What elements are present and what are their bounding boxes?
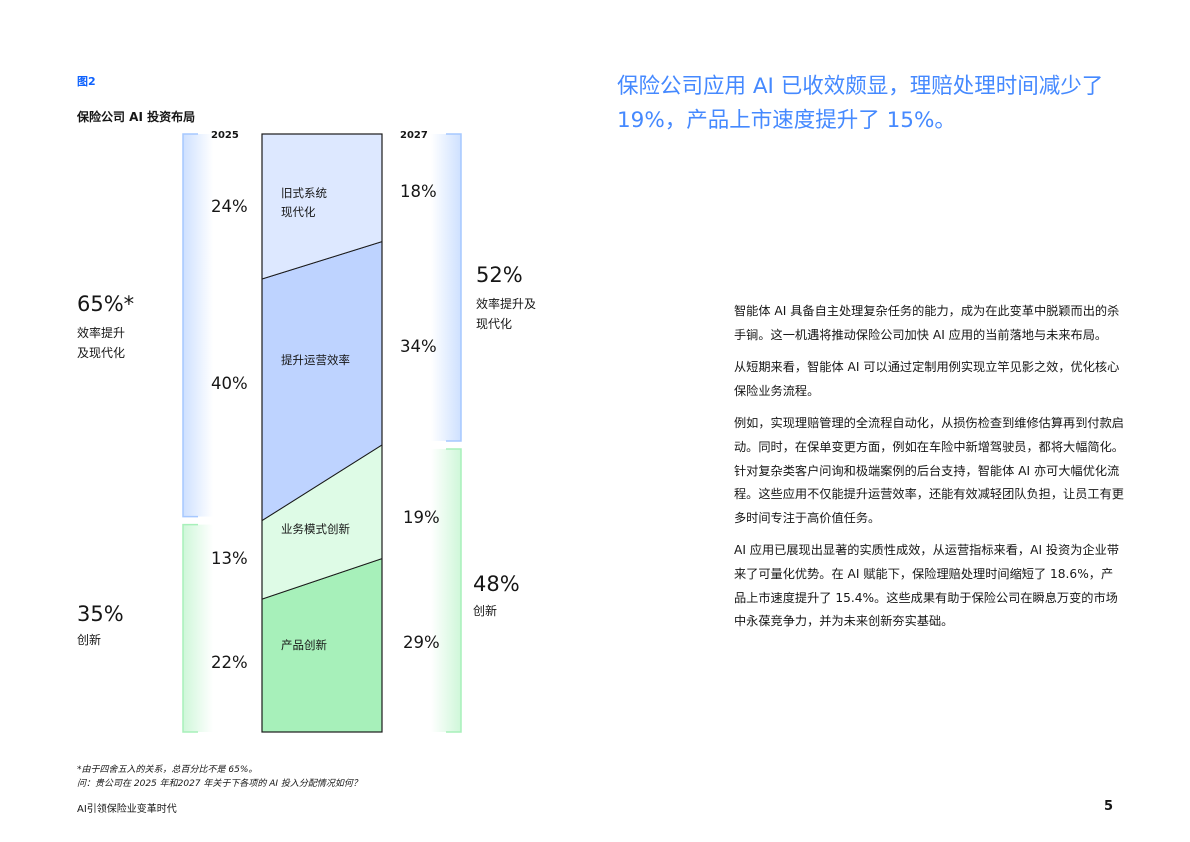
segment-label-business-model: 业务模式创新 xyxy=(281,522,350,536)
footnote-question: 问：贵公司在 2025 年和2027 年关于下各项的 AI 投入分配情况如何？ xyxy=(77,779,362,789)
left-group-efficiency-label: 效率提升 及现代化 xyxy=(77,326,126,360)
year-2025-label: 2025 xyxy=(211,130,239,141)
right-bracket-efficiency-line xyxy=(446,133,462,442)
headline: 保险公司应用 AI 已收效颇显，理赔处理时间减少了 19%，产品上市速度提升了 … xyxy=(617,74,1104,133)
left-bracket-efficiency xyxy=(183,134,213,517)
value-2025-product: 22% xyxy=(211,653,248,672)
right-group-innovation-pct: 48% xyxy=(473,572,520,596)
segment-label-legacy: 旧式系统 现代化 xyxy=(281,186,327,219)
right-bracket-innovation-line xyxy=(446,448,462,733)
body-paragraph: AI 应用已展现出显著的实质性成效，从运营指标来看，AI 投资为企业带来了可量化… xyxy=(734,543,1120,629)
left-group-innovation-pct: 35% xyxy=(77,602,124,626)
body-paragraph: 智能体 AI 具备自主处理复杂任务的能力，成为在此变革中脱颖而出的杀手锏。这一机… xyxy=(734,304,1120,342)
right-group-efficiency-pct: 52% xyxy=(476,263,523,287)
right-bracket-efficiency xyxy=(431,134,461,441)
body-paragraph: 从短期来看，智能体 AI 可以通过定制用例实现立竿见影之效，优化核心保险业务流程… xyxy=(734,360,1120,398)
value-2025-legacy: 24% xyxy=(211,197,248,216)
left-group-efficiency-pct: 65%* xyxy=(77,292,135,316)
value-2025-operations: 40% xyxy=(211,374,248,393)
left-group-innovation-label: 创新 xyxy=(77,633,102,647)
value-2027-business-model: 19% xyxy=(403,508,440,527)
right-bracket-innovation xyxy=(431,448,461,732)
segment-label-operations: 提升运营效率 xyxy=(281,353,350,367)
figure-label: 图2 xyxy=(77,75,96,88)
left-bracket-innovation-line xyxy=(182,523,198,733)
value-2027-legacy: 18% xyxy=(400,182,437,201)
footer-title: AI引领保险业变革时代 xyxy=(77,804,177,815)
value-2025-business-model: 13% xyxy=(211,549,248,568)
right-group-efficiency-label: 效率提升及 现代化 xyxy=(476,297,537,331)
left-bracket-efficiency-line xyxy=(182,133,198,518)
left-bracket-innovation xyxy=(183,524,213,732)
bar-outline xyxy=(261,133,383,733)
right-group-innovation-label: 创新 xyxy=(473,604,498,618)
year-2027-label: 2027 xyxy=(400,130,428,141)
page-number: 5 xyxy=(1104,799,1114,814)
figure-title: 保险公司 AI 投资布局 xyxy=(77,110,196,124)
segment-label-product: 产品创新 xyxy=(281,638,327,652)
value-2027-product: 29% xyxy=(403,633,440,652)
value-2027-operations: 34% xyxy=(400,337,437,356)
body-text: 智能体 AI 具备自主处理复杂任务的能力，成为在此变革中脱颖而出的杀手锏。这一机… xyxy=(734,300,1124,643)
body-paragraph: 例如，实现理赔管理的全流程自动化，从损伤检查到维修估算再到付款启动。同时，在保单… xyxy=(734,416,1124,525)
footnote-rounding: *由于四舍五入的关系，总百分比不是 65%。 xyxy=(77,765,258,775)
